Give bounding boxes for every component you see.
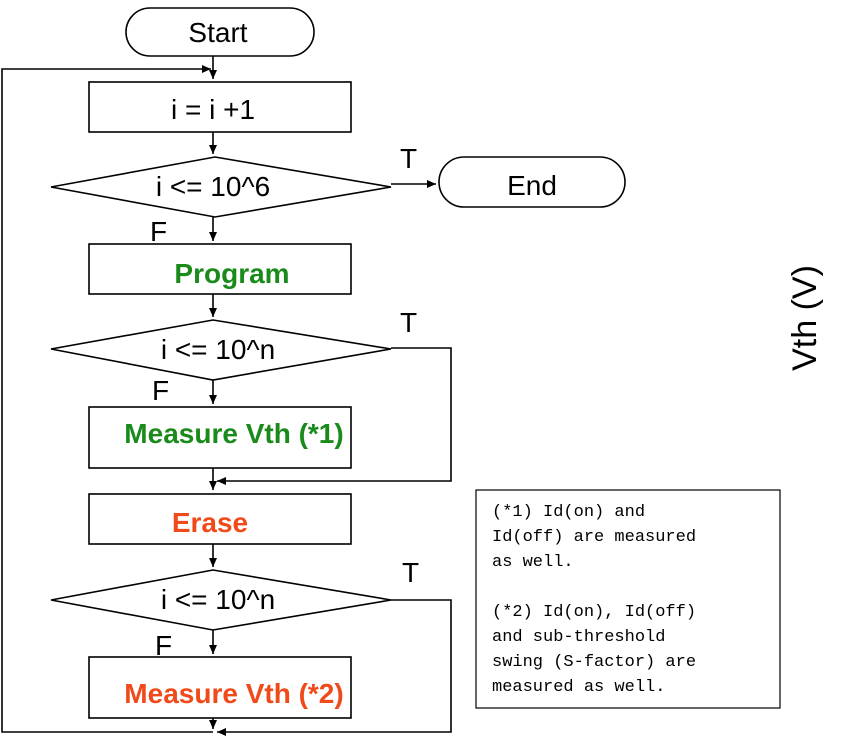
notes-box: [475, 489, 781, 709]
false-label-erase: F: [155, 630, 172, 661]
measure-vth-2-label: Measure Vth (*2): [124, 678, 343, 709]
measure-vth-1-box: [88, 406, 352, 469]
note-line-6: swing (S-factor) are: [492, 653, 696, 672]
erase-box: [88, 493, 352, 545]
decision-main-label: i <= 10^6: [156, 171, 270, 202]
increment-box: [88, 81, 352, 133]
loop-back-line: [1, 65, 213, 733]
measure-vth-2-box: [88, 656, 352, 719]
arrow-program-bypass: [217, 347, 452, 485]
decision-program-label: i <= 10^n: [161, 334, 275, 365]
erase-label: Erase: [172, 507, 248, 538]
true-label-main: T: [400, 143, 417, 174]
arrow-erase-bypass: [217, 599, 452, 736]
program-box: [88, 243, 352, 295]
start-label: Start: [188, 17, 247, 48]
end-label: End: [507, 170, 557, 201]
decision-program: [50, 319, 392, 381]
program-label: Program: [174, 258, 289, 289]
vth-axis-label: Vth (V): [786, 265, 824, 371]
false-label-main: F: [150, 216, 167, 247]
end-terminator: [438, 156, 626, 208]
note-line-2: Id(off) are measured: [492, 528, 696, 547]
increment-label: i = i +1: [171, 94, 255, 125]
note-line-1: (*1) Id(on) and: [492, 503, 645, 522]
true-label-program: T: [400, 307, 417, 338]
false-label-program: F: [152, 375, 169, 406]
note-line-3: as well.: [492, 553, 574, 572]
note-line-5: and sub-threshold: [492, 628, 665, 647]
decision-main: [50, 156, 392, 218]
start-terminator: [125, 7, 315, 57]
true-label-erase: T: [402, 557, 419, 588]
decision-erase-label: i <= 10^n: [161, 584, 275, 615]
measure-vth-1-label: Measure Vth (*1): [124, 418, 343, 449]
note-line-7: measured as well.: [492, 678, 665, 697]
note-line-4: (*2) Id(on), Id(off): [492, 603, 696, 622]
